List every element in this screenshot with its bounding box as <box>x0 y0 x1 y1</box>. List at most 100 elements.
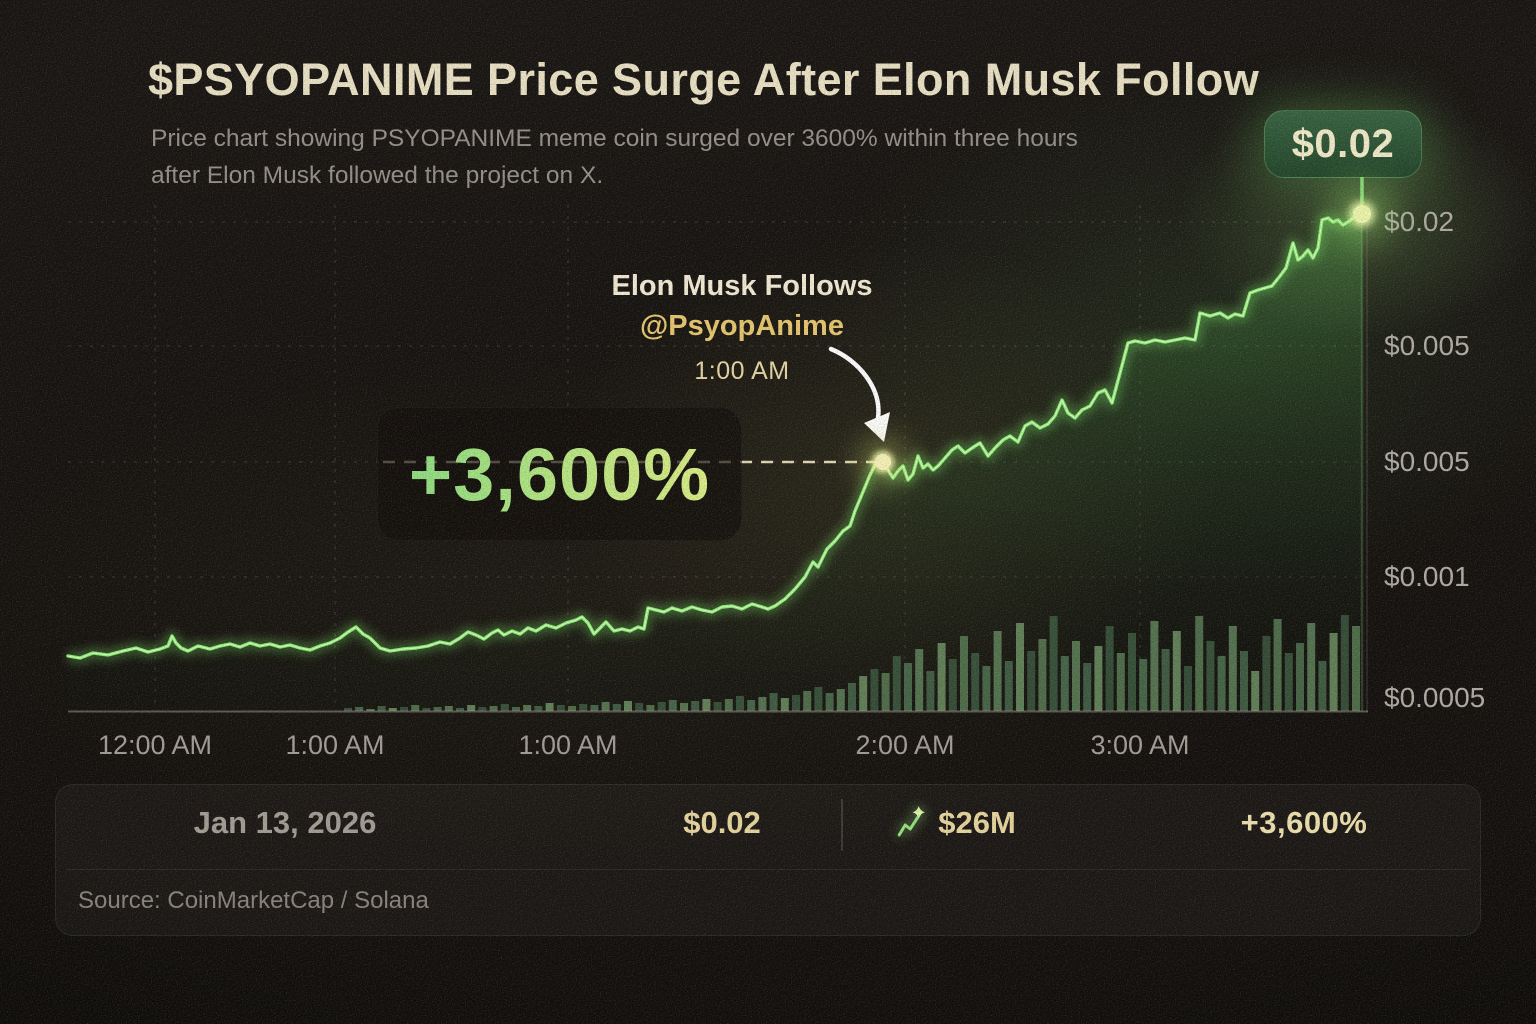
volume-bar <box>1206 641 1215 711</box>
volume-bar <box>1128 633 1136 711</box>
volume-bar <box>601 702 610 711</box>
volume-bar <box>1150 621 1159 711</box>
volume-bar <box>1161 649 1170 711</box>
volume-bar <box>993 631 1002 711</box>
volume-bar <box>1105 626 1114 711</box>
volume-bar <box>1318 661 1327 711</box>
volume-bar <box>982 666 991 711</box>
volume-bar <box>937 643 946 711</box>
volume-bar <box>1184 666 1192 711</box>
volume-bar <box>1083 663 1092 711</box>
volume-bar <box>1296 643 1304 711</box>
stat-change: +3,600% <box>1240 805 1368 840</box>
volume-bar <box>792 695 800 711</box>
volume-bar <box>523 705 532 711</box>
volume-bar <box>769 693 778 711</box>
elon-annotation: Elon Musk Follows @PsyopAnime 1:00 AM <box>611 270 872 386</box>
volume-bar <box>444 706 453 711</box>
volume-bar <box>568 706 576 711</box>
volume-bar <box>680 703 688 711</box>
volume-bar <box>758 697 767 711</box>
volume-bar <box>702 699 711 711</box>
y-axis-label: $0.02 <box>1384 206 1455 237</box>
volume-bar <box>904 663 912 711</box>
volume-bar <box>489 706 498 711</box>
volume-bar <box>1273 619 1282 711</box>
volume-bar <box>556 705 565 711</box>
volume-bar <box>355 707 364 711</box>
source-note: Source: CoinMarketCap / Solana <box>78 887 429 914</box>
volume-bar <box>736 696 744 711</box>
volume-bar <box>545 703 554 711</box>
volume-bar <box>1228 626 1237 711</box>
y-axis-label: $0.005 <box>1384 446 1470 477</box>
y-axis-label: $0.005 <box>1384 330 1470 361</box>
x-axis-label: 3:00 AM <box>1090 730 1190 760</box>
volume-bar <box>1094 646 1103 711</box>
annotation-title: Elon Musk Follows <box>611 270 873 302</box>
volume-bar <box>803 691 812 711</box>
volume-bar <box>612 704 621 711</box>
volume-bar <box>590 705 599 711</box>
page-subtitle-line2: after Elon Musk followed the project on … <box>151 161 604 189</box>
volume-bar <box>1240 651 1248 711</box>
annotation-time: 1:00 AM <box>694 357 790 385</box>
volume-bar <box>691 701 700 711</box>
volume-bar <box>500 704 509 711</box>
volume-bar <box>780 698 789 711</box>
stat-volume-value: $26M <box>938 805 1016 840</box>
volume-bar <box>411 705 420 711</box>
volume-bar <box>1004 661 1013 711</box>
stat-date: Jan 13, 2026 <box>193 805 377 840</box>
x-axis-label: 1:00 AM <box>285 730 385 760</box>
stat-price: $0.02 <box>683 805 761 840</box>
volume-bar <box>836 689 845 711</box>
stat-volume: $26M <box>896 805 1016 841</box>
volume-bar <box>579 704 588 711</box>
volume-bar <box>1139 659 1148 711</box>
volume-bar <box>1284 653 1293 711</box>
volume-bar <box>1072 641 1080 711</box>
volume-bar <box>1340 615 1349 711</box>
volume-bar <box>433 707 442 711</box>
volume-bar <box>467 705 476 711</box>
surge-badge: +3,600% <box>377 407 742 541</box>
volume-bar <box>1329 633 1338 711</box>
volume-bar <box>1251 671 1260 711</box>
volume-bar <box>1352 626 1360 711</box>
volume-bar <box>657 702 666 711</box>
volume-bar <box>881 673 890 711</box>
volume-bar <box>724 699 733 711</box>
volume-bar <box>926 671 935 711</box>
volume-bar <box>870 669 879 711</box>
volume-bar <box>1027 651 1036 711</box>
volume-bar <box>848 683 856 711</box>
volume-bar <box>1172 631 1181 711</box>
volume-bar <box>747 700 756 711</box>
volume-bar <box>668 700 677 711</box>
page-title: $PSYOPANIME Price Surge After Elon Musk … <box>148 54 1260 105</box>
price-callout-label: $0.02 <box>1291 121 1395 166</box>
page-subtitle-line1: Price chart showing PSYOPANIME meme coin… <box>151 125 1078 152</box>
volume-bar <box>1016 623 1024 711</box>
x-axis-label: 1:00 AM <box>518 730 618 760</box>
follow-point-dot <box>875 454 891 470</box>
volume-bar <box>377 706 386 711</box>
volume-bar <box>1217 656 1226 711</box>
volume-bar <box>1038 639 1047 711</box>
stat-divider <box>841 799 843 851</box>
volume-bar <box>915 649 924 711</box>
volume-bar <box>892 656 901 711</box>
page-subtitle: Price chart showing PSYOPANIME meme coin… <box>151 121 1078 195</box>
volume-bar <box>814 687 823 711</box>
trend-up-sparkle-icon <box>897 806 926 837</box>
x-axis-label: 2:00 AM <box>855 730 955 760</box>
y-axis-label: $0.001 <box>1384 561 1470 592</box>
volume-bar <box>1262 636 1271 711</box>
volume-bar <box>534 706 543 711</box>
volume-bar <box>1307 623 1316 711</box>
volume-bar <box>713 702 722 711</box>
volume-bar <box>859 676 868 711</box>
last-point-dot <box>1353 205 1371 223</box>
